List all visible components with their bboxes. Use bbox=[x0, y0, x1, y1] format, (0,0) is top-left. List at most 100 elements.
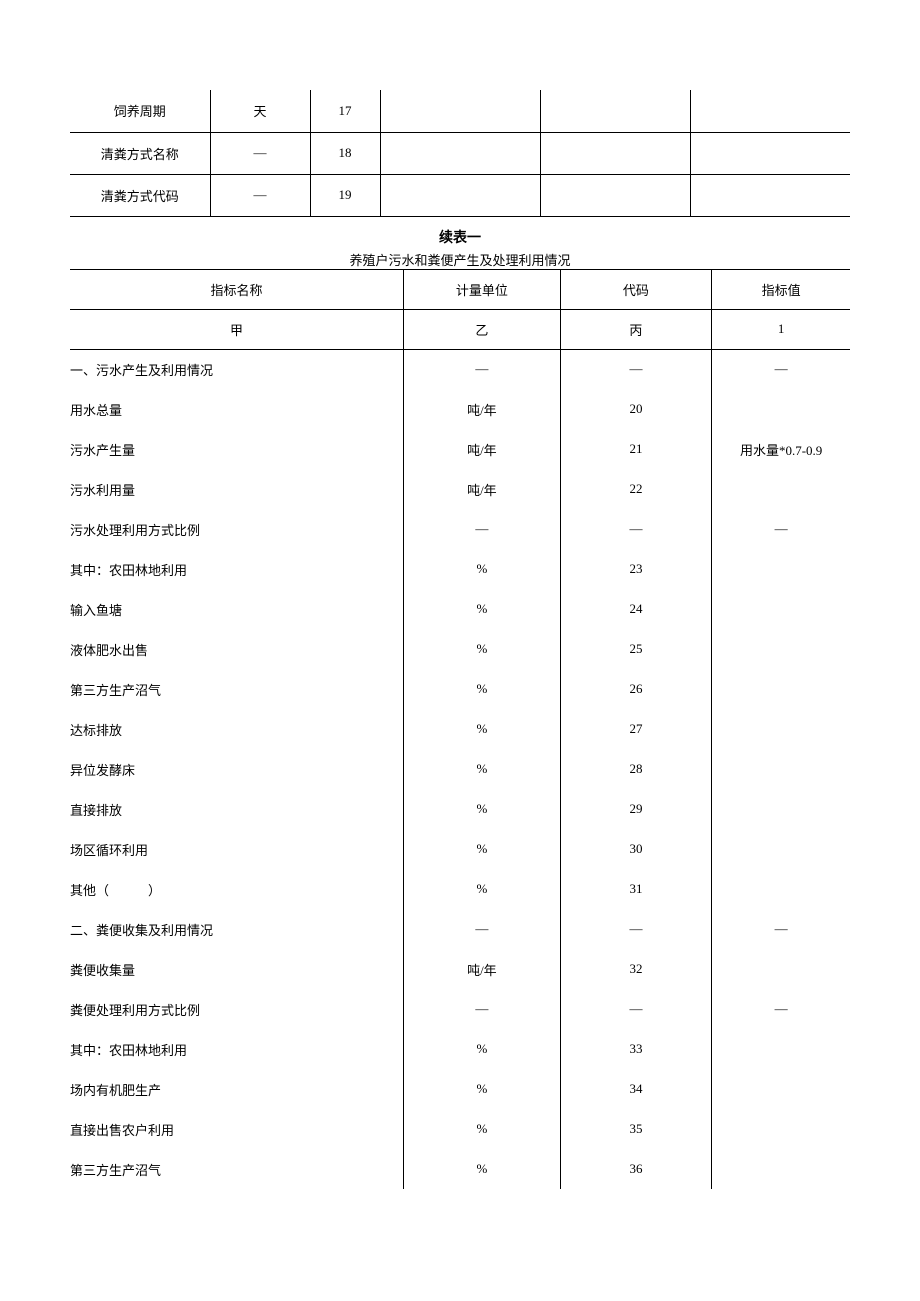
table-row: 第三方生产沼气%26 bbox=[70, 669, 850, 709]
main-table: 指标名称 计量单位 代码 指标值 甲 乙 丙 1 一、污水产生及利用情况———用… bbox=[70, 269, 850, 1190]
row-code: 18 bbox=[310, 132, 380, 174]
table-row: 达标排放%27 bbox=[70, 709, 850, 749]
row-unit: 吨/年 bbox=[404, 429, 561, 469]
row-value bbox=[712, 549, 850, 589]
main-table-head: 指标名称 计量单位 代码 指标值 甲 乙 丙 1 bbox=[70, 269, 850, 349]
table-row: 二、粪便收集及利用情况——— bbox=[70, 909, 850, 949]
table-row: 用水总量吨/年20 bbox=[70, 389, 850, 429]
row-code: 35 bbox=[560, 1109, 712, 1149]
row-unit: — bbox=[404, 909, 561, 949]
row-unit: 吨/年 bbox=[404, 469, 561, 509]
row-name: 饲养周期 bbox=[70, 90, 210, 132]
row-value bbox=[712, 789, 850, 829]
table-row: 其他（ ）%31 bbox=[70, 869, 850, 909]
table-row: 场区循环利用%30 bbox=[70, 829, 850, 869]
table-row: 其中：农田林地利用%33 bbox=[70, 1029, 850, 1069]
row-code: 28 bbox=[560, 749, 712, 789]
row-unit: % bbox=[404, 589, 561, 629]
row-name: 污水产生量 bbox=[70, 429, 404, 469]
row-code: 33 bbox=[560, 1029, 712, 1069]
row-name: 异位发酵床 bbox=[70, 749, 404, 789]
row-v2 bbox=[540, 174, 690, 216]
header-row: 指标名称 计量单位 代码 指标值 bbox=[70, 269, 850, 309]
row-code: 24 bbox=[560, 589, 712, 629]
subheader-name: 甲 bbox=[70, 309, 404, 349]
row-code: 27 bbox=[560, 709, 712, 749]
row-code: 34 bbox=[560, 1069, 712, 1109]
subheader-value: 1 bbox=[712, 309, 850, 349]
row-name: 输入鱼塘 bbox=[70, 589, 404, 629]
row-code: 25 bbox=[560, 629, 712, 669]
subheader-row: 甲 乙 丙 1 bbox=[70, 309, 850, 349]
table-row: 清粪方式代码—19 bbox=[70, 174, 850, 216]
row-value bbox=[712, 1109, 850, 1149]
row-name: 第三方生产沼气 bbox=[70, 669, 404, 709]
row-code: 20 bbox=[560, 389, 712, 429]
table-row: 其中：农田林地利用%23 bbox=[70, 549, 850, 589]
table-row: 直接排放%29 bbox=[70, 789, 850, 829]
row-code: 17 bbox=[310, 90, 380, 132]
row-unit: % bbox=[404, 789, 561, 829]
row-unit: 吨/年 bbox=[404, 389, 561, 429]
row-value bbox=[712, 669, 850, 709]
row-code: 30 bbox=[560, 829, 712, 869]
subtitle: 养殖户污水和粪便产生及处理利用情况 bbox=[70, 250, 850, 269]
row-value bbox=[712, 869, 850, 909]
row-name: 一、污水产生及利用情况 bbox=[70, 349, 404, 389]
row-unit: % bbox=[404, 1069, 561, 1109]
row-code: 31 bbox=[560, 869, 712, 909]
row-v1 bbox=[380, 132, 540, 174]
row-code: — bbox=[560, 989, 712, 1029]
row-unit: — bbox=[404, 349, 561, 389]
row-name: 直接出售农户利用 bbox=[70, 1109, 404, 1149]
table-row: 直接出售农户利用%35 bbox=[70, 1109, 850, 1149]
row-unit: — bbox=[210, 174, 310, 216]
row-code: 23 bbox=[560, 549, 712, 589]
row-value: — bbox=[712, 349, 850, 389]
row-value: — bbox=[712, 909, 850, 949]
row-name: 用水总量 bbox=[70, 389, 404, 429]
row-value bbox=[712, 829, 850, 869]
header-unit: 计量单位 bbox=[404, 269, 561, 309]
row-name: 其中：农田林地利用 bbox=[70, 1029, 404, 1069]
table-row: 一、污水产生及利用情况——— bbox=[70, 349, 850, 389]
row-name: 清粪方式名称 bbox=[70, 132, 210, 174]
row-name: 直接排放 bbox=[70, 789, 404, 829]
row-code: — bbox=[560, 509, 712, 549]
row-value: — bbox=[712, 509, 850, 549]
row-unit: % bbox=[404, 1029, 561, 1069]
row-unit: % bbox=[404, 869, 561, 909]
row-name: 清粪方式代码 bbox=[70, 174, 210, 216]
top-table-body: 饲养周期天17清粪方式名称—18清粪方式代码—19 bbox=[70, 90, 850, 216]
continuation-title: 续表一 bbox=[70, 227, 850, 247]
row-value bbox=[712, 469, 850, 509]
table-row: 异位发酵床%28 bbox=[70, 749, 850, 789]
row-unit: % bbox=[404, 709, 561, 749]
row-value: — bbox=[712, 989, 850, 1029]
table-row: 粪便收集量吨/年32 bbox=[70, 949, 850, 989]
main-table-body: 一、污水产生及利用情况———用水总量吨/年20污水产生量吨/年21用水量*0.7… bbox=[70, 349, 850, 1189]
row-unit: % bbox=[404, 549, 561, 589]
table-row: 饲养周期天17 bbox=[70, 90, 850, 132]
table-row: 第三方生产沼气%36 bbox=[70, 1149, 850, 1189]
row-v3 bbox=[690, 132, 850, 174]
row-value bbox=[712, 629, 850, 669]
row-code: 21 bbox=[560, 429, 712, 469]
table-row: 场内有机肥生产%34 bbox=[70, 1069, 850, 1109]
row-name: 二、粪便收集及利用情况 bbox=[70, 909, 404, 949]
row-name: 达标排放 bbox=[70, 709, 404, 749]
row-unit: — bbox=[210, 132, 310, 174]
row-code: — bbox=[560, 909, 712, 949]
row-name: 粪便收集量 bbox=[70, 949, 404, 989]
row-code: 22 bbox=[560, 469, 712, 509]
table-row: 污水利用量吨/年22 bbox=[70, 469, 850, 509]
row-name: 污水处理利用方式比例 bbox=[70, 509, 404, 549]
row-unit: % bbox=[404, 1149, 561, 1189]
row-unit: 吨/年 bbox=[404, 949, 561, 989]
row-v3 bbox=[690, 90, 850, 132]
row-unit: — bbox=[404, 989, 561, 1029]
row-value bbox=[712, 1069, 850, 1109]
row-unit: 天 bbox=[210, 90, 310, 132]
row-code: 19 bbox=[310, 174, 380, 216]
row-value bbox=[712, 709, 850, 749]
